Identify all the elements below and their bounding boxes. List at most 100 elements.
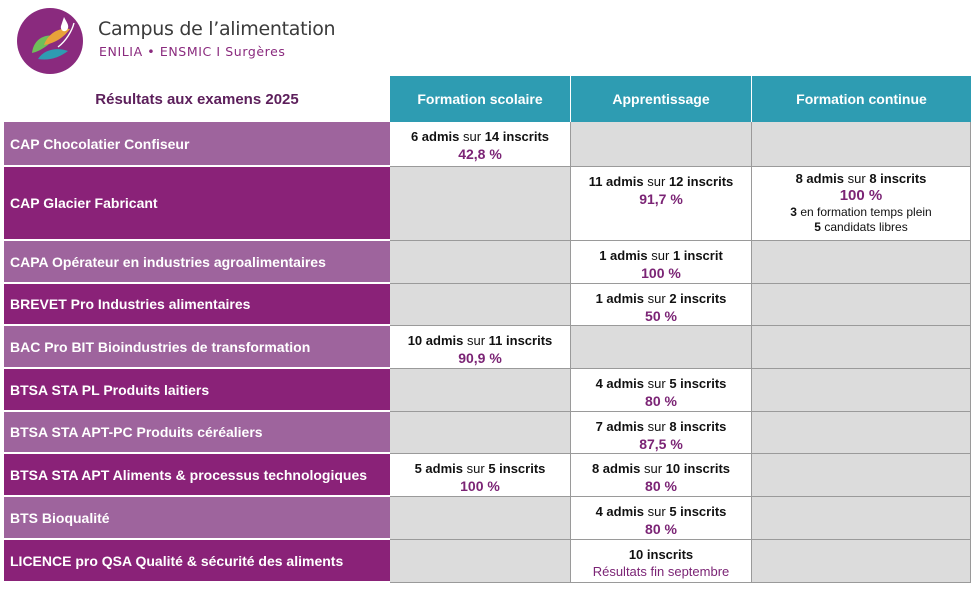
admis-line: 8 admis sur 10 inscrits: [592, 460, 730, 477]
sur-word: sur: [647, 376, 666, 391]
result-cell-scolaire: 5 admis sur 5 inscrits 100 %: [390, 454, 571, 497]
sur-word: sur: [647, 174, 666, 189]
success-rate: 91,7 %: [639, 191, 683, 207]
success-rate: 100 %: [460, 478, 500, 494]
inscrits-count: 1 inscrit: [672, 248, 723, 263]
result-cell-apprentissage: [571, 122, 752, 167]
campus-logo: [17, 8, 83, 74]
row-label: BTS Bioqualité: [4, 497, 390, 540]
admis-line: 5 admis sur 5 inscrits: [415, 460, 546, 477]
result-cell-scolaire: [390, 167, 571, 241]
pending-results: Résultats fin septembre: [592, 564, 730, 579]
row-label: CAP Chocolatier Confiseur: [4, 122, 390, 167]
success-rate: 100 %: [839, 187, 883, 204]
result-cell-apprentissage: [571, 326, 752, 369]
success-rate: 87,5 %: [639, 436, 683, 452]
admis-line: 1 admis sur 1 inscrit: [599, 247, 723, 264]
success-rate: 42,8 %: [458, 146, 502, 162]
note-line: 3 en formation temps plein: [790, 205, 932, 219]
admis-line: 6 admis sur 14 inscrits: [411, 128, 549, 145]
brand-title: Campus de l’alimentation: [98, 18, 336, 40]
admis-count: 5 admis: [414, 461, 463, 476]
success-rate: 80 %: [645, 478, 677, 494]
inscrits-count: 11 inscrits: [488, 333, 553, 348]
table-title: Résultats aux examens 2025: [95, 90, 299, 108]
row-label: LICENCE pro QSA Qualité & sécurité des a…: [4, 540, 390, 583]
result-cell-apprentissage: 8 admis sur 10 inscrits 80 %: [571, 454, 752, 497]
admis-count: 11 admis: [588, 174, 644, 189]
inscrits-count: 8 inscrits: [869, 171, 927, 186]
inscrits-count: 5 inscrits: [488, 461, 546, 476]
sur-word: sur: [647, 291, 666, 306]
admis-count: 1 admis: [595, 291, 644, 306]
admis-count: 4 admis: [595, 504, 644, 519]
inscrits-count: 14 inscrits: [484, 129, 550, 144]
inscrits-count: 2 inscrits: [669, 291, 727, 306]
result-cell-apprentissage: 1 admis sur 2 inscrits 50 %: [571, 284, 752, 326]
column-header-formation-scolaire: Formation scolaire: [390, 76, 571, 122]
result-cell-continue: [752, 241, 971, 284]
admis-count: 4 admis: [595, 376, 644, 391]
result-cell-scolaire: [390, 284, 571, 326]
inscrits-count: 5 inscrits: [669, 376, 727, 391]
result-cell-continue: [752, 497, 971, 540]
row-label: BTSA STA PL Produits laitiers: [4, 369, 390, 412]
result-cell-continue: [752, 454, 971, 497]
inscrits-count: 5 inscrits: [669, 504, 727, 519]
sur-word: sur: [463, 129, 482, 144]
success-rate: 90,9 %: [458, 350, 502, 366]
admis-count: 7 admis: [595, 419, 644, 434]
admis-count: 6 admis: [410, 129, 460, 144]
success-rate: 80 %: [645, 521, 677, 537]
result-cell-continue: 8 admis sur 8 inscrits 100 % 3 en formatio…: [752, 167, 971, 241]
result-cell-continue: [752, 540, 971, 583]
result-cell-apprentissage: 10 inscrits Résultats fin septembre: [571, 540, 752, 583]
sur-word: sur: [651, 248, 670, 263]
sur-word: sur: [466, 333, 486, 348]
result-cell-continue: [752, 326, 971, 369]
result-cell-continue: [752, 122, 971, 167]
note-line: 5 candidats libres: [814, 220, 908, 234]
result-cell-scolaire: [390, 540, 571, 583]
inscrits-count: 10 inscrits: [628, 547, 694, 562]
inscrits-count: 10 inscrits: [665, 461, 731, 476]
result-cell-apprentissage: 1 admis sur 1 inscrit 100 %: [571, 241, 752, 284]
admis-line: 8 admis sur 8 inscrits: [796, 170, 927, 187]
result-cell-scolaire: 6 admis sur 14 inscrits 42,8 %: [390, 122, 571, 167]
sur-word: sur: [647, 504, 666, 519]
row-label: BTSA STA APT-PC Produits céréaliers: [4, 412, 390, 454]
column-header-formation-continue: Formation continue: [752, 76, 971, 122]
column-header-apprentissage: Apprentissage: [571, 76, 752, 122]
result-cell-apprentissage: 7 admis sur 8 inscrits 87,5 %: [571, 412, 752, 454]
row-label: CAPA Opérateur en industries agroaliment…: [4, 241, 390, 284]
admis-count: 10 admis: [407, 333, 464, 348]
success-rate: 80 %: [645, 393, 677, 409]
sur-word: sur: [466, 461, 485, 476]
admis-line: 1 admis sur 2 inscrits: [596, 290, 727, 307]
result-cell-continue: [752, 369, 971, 412]
row-label: CAP Glacier Fabricant: [4, 167, 390, 241]
result-cell-apprentissage: 11 admis sur 12 inscrits 91,7 %: [571, 167, 752, 241]
success-rate: 50 %: [645, 308, 677, 324]
sur-word: sur: [647, 419, 666, 434]
result-cell-scolaire: [390, 369, 571, 412]
sur-word: sur: [644, 461, 663, 476]
result-cell-continue: [752, 284, 971, 326]
admis-count: 8 admis: [591, 461, 641, 476]
result-cell-apprentissage: 4 admis sur 5 inscrits 80 %: [571, 497, 752, 540]
row-label: BTSA STA APT Aliments & processus techno…: [4, 454, 390, 497]
result-cell-scolaire: [390, 497, 571, 540]
brand-subtitle: ENILIA • ENSMIC I Surgères: [99, 44, 286, 59]
result-cell-apprentissage: 4 admis sur 5 inscrits 80 %: [571, 369, 752, 412]
success-rate: 100 %: [641, 265, 681, 281]
admis-line: 10 admis sur 11 inscrits: [408, 332, 553, 349]
result-cell-continue: [752, 412, 971, 454]
result-cell-scolaire: [390, 412, 571, 454]
result-cell-scolaire: 10 admis sur 11 inscrits 90,9 %: [390, 326, 571, 369]
inscrits-count: 8 inscrits: [669, 419, 727, 434]
row-label: BAC Pro BIT Bioindustries de transformat…: [4, 326, 390, 369]
admis-line: 7 admis sur 8 inscrits: [596, 418, 727, 435]
sur-word: sur: [847, 171, 866, 186]
inscrits-count: 12 inscrits: [668, 174, 734, 189]
result-cell-scolaire: [390, 241, 571, 284]
